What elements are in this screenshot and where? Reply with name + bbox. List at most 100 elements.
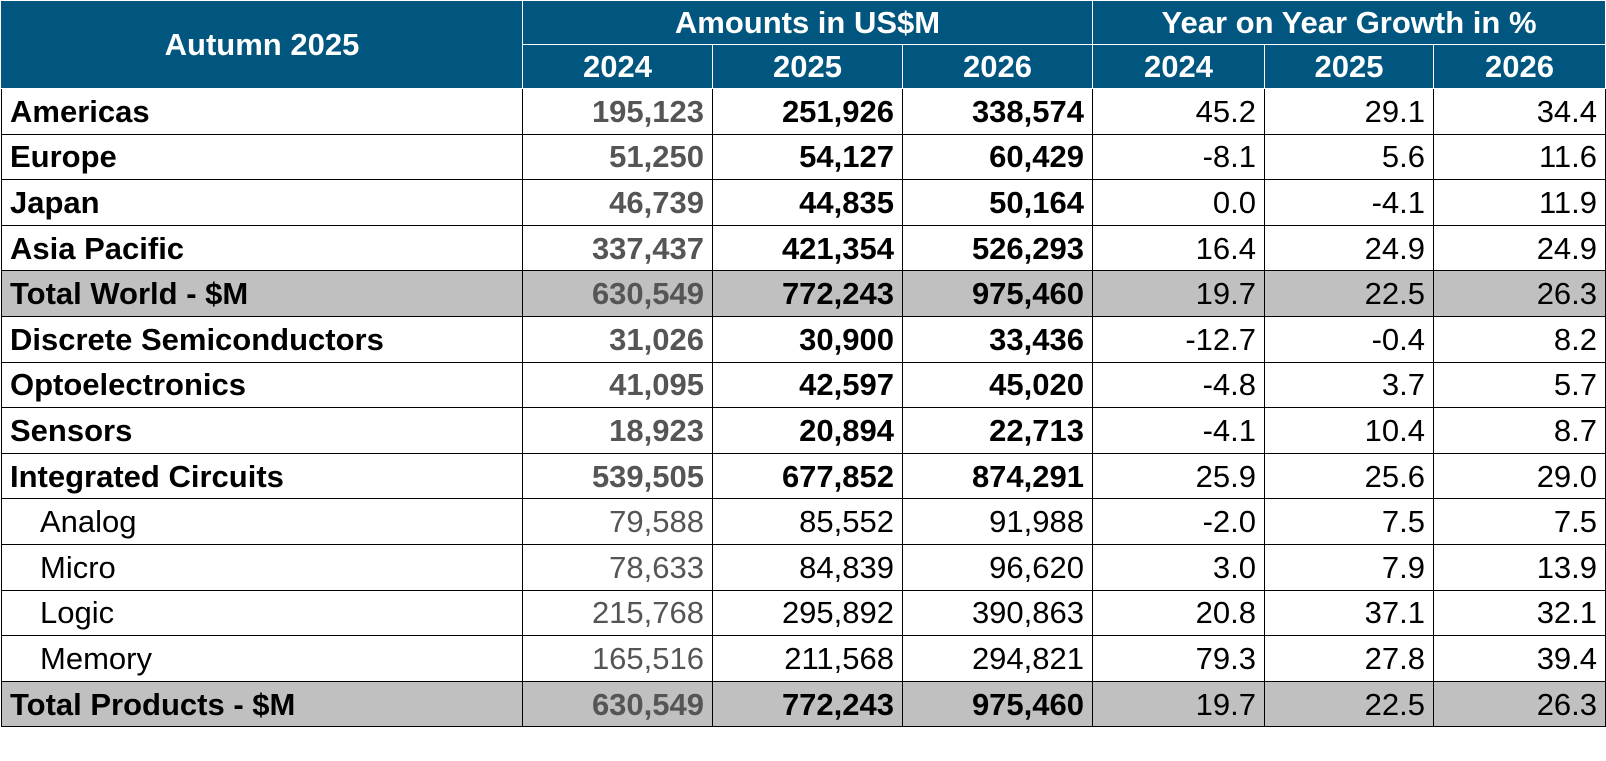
column-header: 2025 (712, 44, 903, 89)
table-title: Autumn 2025 (1, 0, 523, 89)
row-label: Japan (1, 179, 523, 226)
cell: 215,768 (522, 589, 713, 637)
cell: 26.3 (1432, 680, 1606, 728)
table-row: Asia Pacific 337,437 421,354 526,293 16.4 24.… (1, 224, 1606, 272)
cell: 677,852 (712, 452, 903, 500)
cell: 25.6 (1264, 452, 1434, 500)
cell: 0.0 (1092, 179, 1265, 226)
column-header: 2026 (902, 44, 1093, 89)
cell: 630,549 (522, 680, 713, 728)
cell: 41,095 (522, 361, 713, 409)
cell: 338,574 (902, 88, 1093, 135)
cell: 32.1 (1432, 589, 1606, 637)
cell: 975,460 (902, 680, 1093, 728)
table-body: Americas 195,123 251,926 338,574 45.2 29.1 34.… (1, 88, 1606, 728)
cell: 772,243 (712, 270, 903, 317)
cell: 8.7 (1432, 407, 1606, 454)
row-label: Europe (1, 133, 523, 181)
row-label: Integrated Circuits (1, 452, 523, 500)
table-row: Memory 165,516 211,568 294,821 79.3 27.8 39.4 (1, 635, 1606, 682)
cell: 874,291 (902, 452, 1093, 500)
cell: 5.7 (1432, 361, 1606, 409)
cell: 20.8 (1092, 589, 1265, 637)
row-label: Sensors (1, 407, 523, 454)
table-row: Logic 215,768 295,892 390,863 20.8 37.1 32.1 (1, 589, 1606, 637)
cell: 54,127 (712, 133, 903, 181)
cell: 390,863 (902, 589, 1093, 637)
cell: 85,552 (712, 498, 903, 545)
column-header: 2025 (1264, 44, 1434, 89)
table-row: Sensors 18,923 20,894 22,713 -4.1 10.4 8.7 (1, 407, 1606, 454)
cell: 630,549 (522, 270, 713, 317)
cell: 37.1 (1264, 589, 1434, 637)
cell: 772,243 (712, 680, 903, 728)
table-row: Micro 78,633 84,839 96,620 3.0 7.9 13.9 (1, 543, 1606, 591)
cell: 60,429 (902, 133, 1093, 181)
cell: 45,020 (902, 361, 1093, 409)
year-header-row: 2024 2025 2026 2024 2025 2026 (2, 44, 1606, 89)
cell: 22.5 (1264, 680, 1434, 728)
row-label: Logic (1, 589, 523, 637)
cell: 24.9 (1264, 224, 1434, 272)
cell: 27.8 (1264, 635, 1434, 682)
cell: 44,835 (712, 179, 903, 226)
cell: 5.6 (1264, 133, 1434, 181)
cell: 295,892 (712, 589, 903, 637)
column-header: 2026 (1432, 44, 1606, 89)
table-row: Discrete Semiconductors 31,026 30,900 33,43… (1, 315, 1606, 363)
row-label: Discrete Semiconductors (1, 315, 523, 363)
cell: 337,437 (522, 224, 713, 272)
table-row: Analog 79,588 85,552 91,988 -2.0 7.5 7.5 (1, 498, 1606, 545)
cell: 421,354 (712, 224, 903, 272)
cell: 96,620 (902, 543, 1093, 591)
cell: -12.7 (1092, 315, 1265, 363)
cell: 25.9 (1092, 452, 1265, 500)
cell: 16.4 (1092, 224, 1265, 272)
cell: -4.1 (1264, 179, 1434, 226)
cell: 975,460 (902, 270, 1093, 317)
group-header: Amounts in US$M (522, 0, 1093, 45)
cell: -8.1 (1092, 133, 1265, 181)
cell: 165,516 (522, 635, 713, 682)
cell: 39.4 (1432, 635, 1606, 682)
table-row: Europe 51,250 54,127 60,429 -8.1 5.6 11.6 (1, 133, 1606, 181)
cell: -2.0 (1092, 498, 1265, 545)
column-header: 2024 (522, 44, 713, 89)
column-header: 2024 (1092, 44, 1265, 89)
table-row: Total Products - $M 630,549 772,243 975,460… (1, 680, 1606, 728)
cell: 19.7 (1092, 270, 1265, 317)
cell: 46,739 (522, 179, 713, 226)
cell: 42,597 (712, 361, 903, 409)
cell: 251,926 (712, 88, 903, 135)
cell: 526,293 (902, 224, 1093, 272)
row-label: Memory (1, 635, 523, 682)
table-row: Integrated Circuits 539,505 677,852 874,291… (1, 452, 1606, 500)
cell: 3.0 (1092, 543, 1265, 591)
cell: 20,894 (712, 407, 903, 454)
cell: 33,436 (902, 315, 1093, 363)
cell: 7.5 (1432, 498, 1606, 545)
cell: 211,568 (712, 635, 903, 682)
cell: 8.2 (1432, 315, 1606, 363)
table-row: Americas 195,123 251,926 338,574 45.2 29.1 34.… (1, 88, 1606, 135)
table-row: Japan 46,739 44,835 50,164 0.0 -4.1 11.9 (1, 179, 1606, 226)
cell: 7.9 (1264, 543, 1434, 591)
cell: 7.5 (1264, 498, 1434, 545)
cell: 34.4 (1432, 88, 1606, 135)
cell: 294,821 (902, 635, 1093, 682)
row-label: Analog (1, 498, 523, 545)
row-label: Micro (1, 543, 523, 591)
group-header: Year on Year Growth in % (1091, 0, 1606, 45)
cell: 539,505 (522, 452, 713, 500)
cell: 19.7 (1092, 680, 1265, 728)
cell: 11.9 (1432, 179, 1606, 226)
cell: 50,164 (902, 179, 1093, 226)
cell: 11.6 (1432, 133, 1606, 181)
row-label: Optoelectronics (1, 361, 523, 409)
cell: 22.5 (1264, 270, 1434, 317)
cell: 24.9 (1432, 224, 1606, 272)
table-row: Optoelectronics 41,095 42,597 45,020 -4.8 3.7… (1, 361, 1606, 409)
data-table: Autumn 2025 Amounts in US$M Year on Year… (1, 0, 1606, 728)
cell: 30,900 (712, 315, 903, 363)
